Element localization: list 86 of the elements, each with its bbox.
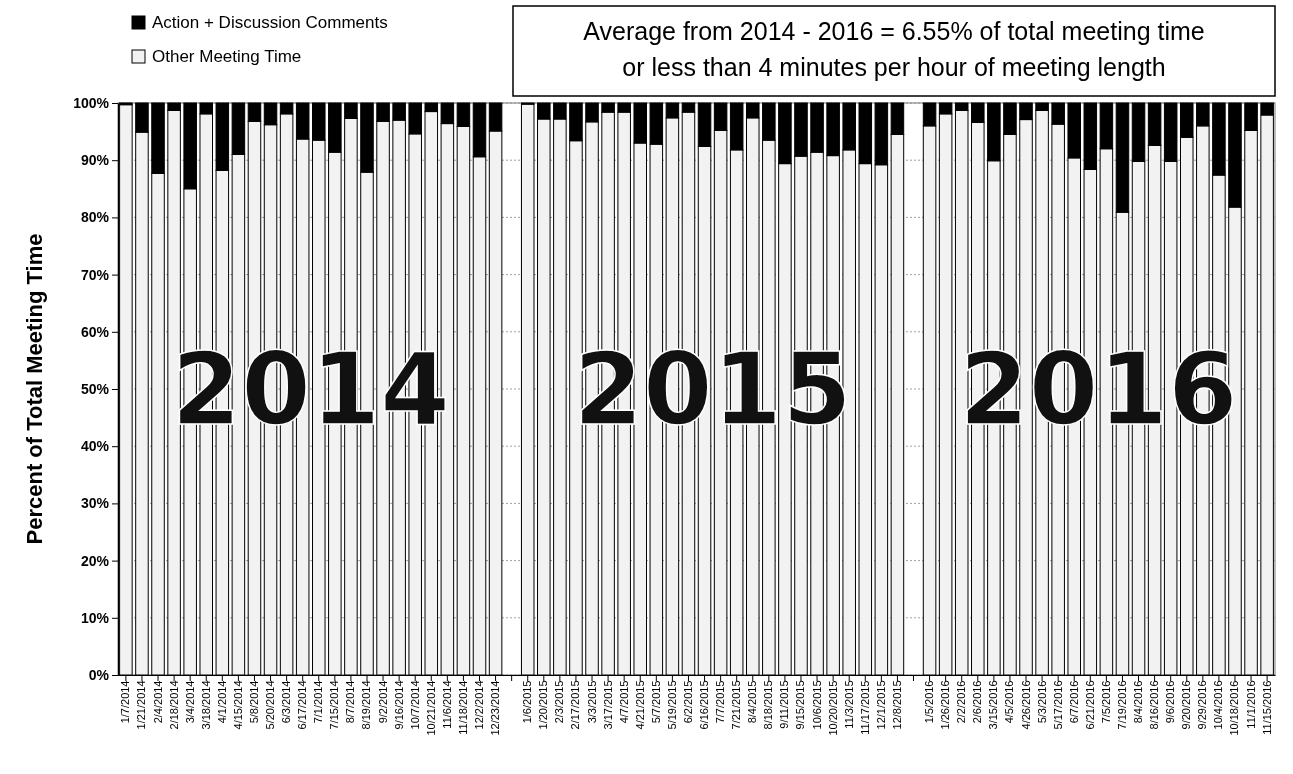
x-tick-label: 5/8/2014 xyxy=(247,680,260,724)
y-tick-label: 90% xyxy=(80,152,110,169)
x-tick-label: 9/2/2014 xyxy=(376,680,389,724)
x-tick-label: 6/17/2014 xyxy=(296,680,309,730)
x-tick-label: 8/16/2016 xyxy=(1148,680,1161,730)
y-tick-label: 30% xyxy=(80,495,110,512)
x-tick-label: 1/26/2016 xyxy=(939,680,952,730)
x-tick-label: 4/15/2014 xyxy=(231,680,244,730)
x-tick-label: 1/6/2015 xyxy=(521,680,534,724)
x-tick-label: 8/7/2014 xyxy=(344,680,357,724)
x-tick-label: 11/3/2015 xyxy=(842,680,855,729)
x-tick-label: 8/18/2015 xyxy=(762,680,775,730)
x-tick-label: 1/7/2014 xyxy=(119,680,132,724)
x-tick-label: 10/4/2016 xyxy=(1212,680,1225,730)
x-tick-label: 1/5/2016 xyxy=(923,680,936,724)
x-tick-label: 12/2/2014 xyxy=(473,680,485,730)
y-tick-label: 80% xyxy=(80,209,110,226)
x-tick-label: 2/4/2014 xyxy=(151,680,164,724)
x-tick-label: 10/7/2014 xyxy=(408,680,421,730)
x-tick-label: 7/5/2016 xyxy=(1099,680,1112,724)
y-tick-label: 0% xyxy=(88,666,110,683)
legend-label: Action + Discussion Comments xyxy=(152,13,388,32)
x-tick-label: 6/2/2015 xyxy=(681,680,694,724)
legend-label: Other Meeting Time xyxy=(152,47,302,66)
y-tick-label: 10% xyxy=(80,609,110,626)
x-tick-label: 5/17/2016 xyxy=(1051,680,1064,730)
x-tick-label: 5/3/2016 xyxy=(1035,680,1048,724)
x-tick-label: 11/17/2015 xyxy=(858,680,871,735)
x-tick-label: 6/7/2016 xyxy=(1067,680,1080,724)
x-tick-label: 7/7/2015 xyxy=(714,680,727,724)
x-tick-label: 4/1/2014 xyxy=(215,680,228,724)
x-tick-label: 11/18/2014 xyxy=(456,680,469,735)
x-tick-label: 6/16/2015 xyxy=(698,680,711,730)
x-tick-label: 3/15/2016 xyxy=(987,680,1000,730)
x-tick-label: 5/20/2014 xyxy=(264,680,277,730)
y-tick-label: 70% xyxy=(80,266,110,283)
y-tick-label: 100% xyxy=(73,94,110,111)
x-tick-label: 10/20/2015 xyxy=(826,680,839,736)
x-tick-label: 7/15/2014 xyxy=(328,680,341,730)
x-tick-label: 4/26/2016 xyxy=(1019,680,1032,730)
x-tick-label: 2/18/2014 xyxy=(167,680,180,730)
x-tick-label: 2/3/2015 xyxy=(553,680,566,724)
x-tick-label: 12/23/2014 xyxy=(489,680,502,736)
y-tick-label: 40% xyxy=(80,438,110,455)
x-tick-label: 5/7/2015 xyxy=(649,680,662,724)
text: or less than 4 minutes per hour of meeting length xyxy=(622,53,1166,81)
x-tick-label: 10/18/2016 xyxy=(1228,680,1241,736)
x-tick-label: 7/19/2016 xyxy=(1115,680,1128,730)
x-tick-label: 10/6/2015 xyxy=(810,680,823,730)
y-tick-label: 20% xyxy=(80,552,110,569)
x-tick-label: 8/4/2016 xyxy=(1132,680,1145,724)
x-tick-label: 2/6/2016 xyxy=(971,680,984,724)
x-tick-label: 9/16/2014 xyxy=(392,680,405,730)
x-tick-label: 8/4/2015 xyxy=(746,680,759,724)
x-tick-label: 1/21/2014 xyxy=(135,680,148,730)
x-tick-label: 3/18/2014 xyxy=(199,680,212,730)
x-tick-label: 1/20/2015 xyxy=(537,680,550,730)
x-tick-label: 4/21/2015 xyxy=(633,680,646,730)
y-axis-title: Percent of Total Meeting Time xyxy=(22,233,47,545)
x-tick-label: 10/21/2014 xyxy=(424,680,437,736)
x-tick-label: 6/3/2014 xyxy=(280,680,293,724)
x-tick-label: 9/15/2015 xyxy=(794,680,807,730)
x-tick-label: 12/1/2015 xyxy=(874,680,887,730)
x-tick-label: 6/21/2016 xyxy=(1083,680,1096,730)
x-tick-label: 3/17/2015 xyxy=(601,680,614,730)
x-tick-label: 5/19/2015 xyxy=(665,680,678,730)
x-tick-label: 3/4/2014 xyxy=(183,680,196,724)
x-tick-label: 11/1/2016 xyxy=(1244,680,1257,729)
x-tick-label: 2/17/2015 xyxy=(569,680,582,730)
x-tick-label: 4/7/2015 xyxy=(617,680,630,724)
x-tick-label: 12/8/2015 xyxy=(890,680,903,730)
x-tick-label: 9/29/2016 xyxy=(1196,680,1209,730)
y-tick-label: 50% xyxy=(80,380,110,397)
x-tick-label: 4/5/2016 xyxy=(1003,680,1016,724)
x-tick-label: 7/21/2015 xyxy=(730,680,743,730)
x-tick-label: 9/20/2016 xyxy=(1180,680,1193,730)
text: Average from 2014 - 2016 = 6.55% of total meeting time xyxy=(583,17,1205,45)
x-tick-label: 11/15/2016 xyxy=(1260,680,1273,735)
x-tick-label: 7/1/2014 xyxy=(312,680,325,724)
x-tick-label: 9/6/2016 xyxy=(1164,680,1177,724)
x-tick-label: 2/2/2016 xyxy=(955,680,968,724)
x-tick-label: 11/6/2014 xyxy=(440,680,453,729)
y-tick-label: 60% xyxy=(80,323,110,340)
x-tick-label: 9/11/2015 xyxy=(778,680,791,729)
x-tick-label: 3/3/2015 xyxy=(585,680,598,724)
x-tick-label: 8/19/2014 xyxy=(360,680,373,730)
